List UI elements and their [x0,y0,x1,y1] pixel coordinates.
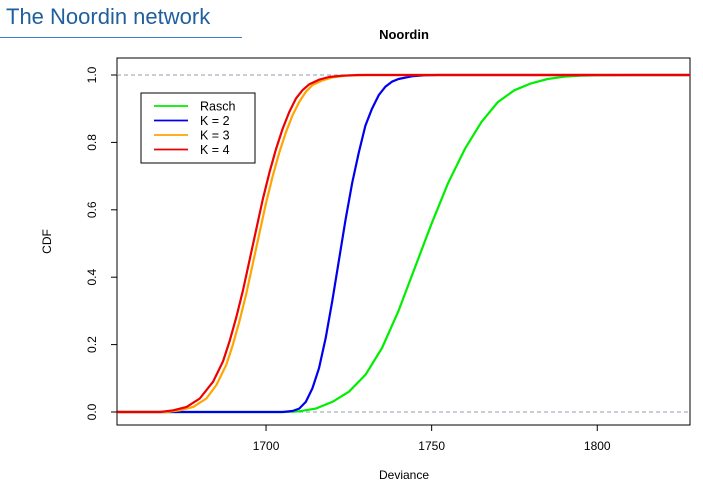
chart-title: Noordin [379,27,429,42]
y-axis: 0.0 0.2 0.4 0.6 0.8 1.0 [85,66,118,420]
x-axis: 1700 1750 1800 [253,424,611,453]
series-line-k2 [117,73,690,414]
legend-label: K = 2 [200,114,230,128]
slide-title: The Noordin network [6,4,211,29]
y-tick-label: 0.4 [85,269,99,286]
legend-box [140,92,256,164]
x-tick-label: 1800 [584,439,611,453]
y-tick-label: 0.0 [85,403,99,420]
legend-label: K = 3 [200,129,230,143]
y-axis-label: CDF [40,229,54,254]
y-tick-label: 0.6 [85,201,99,218]
series-line-rasch [117,73,690,414]
y-tick-label: 0.8 [85,134,99,151]
y-tick-label: 1.0 [85,66,99,83]
x-axis-label: Deviance [379,468,429,482]
legend-label: K = 4 [200,143,230,157]
series-layer [117,73,690,414]
y-tick-label: 0.2 [85,336,99,353]
x-tick-label: 1700 [253,439,280,453]
series-line-k4 [117,73,690,414]
legend-label: Rasch [200,100,235,114]
title-underline [0,37,242,38]
x-tick-label: 1750 [418,439,445,453]
